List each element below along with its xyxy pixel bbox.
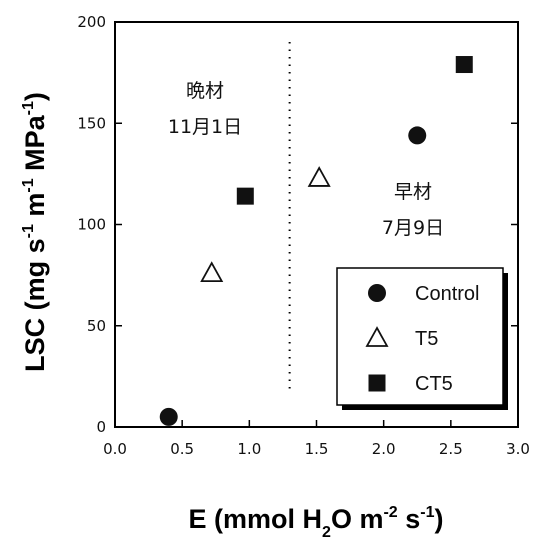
y-tick-label: 0 <box>96 418 106 436</box>
annotation-date: 7月9日 <box>382 217 444 239</box>
legend: Control T5 CT5 <box>336 267 508 410</box>
x-tick-label: 3.0 <box>506 440 530 458</box>
x-tick-label: 2.5 <box>439 440 463 458</box>
annotation-title: 晩材 <box>186 80 224 102</box>
legend-label-control: Control <box>415 283 479 305</box>
y-tick-label: 200 <box>77 13 106 31</box>
control-point <box>159 407 178 426</box>
x-tick-label: 1.0 <box>237 440 261 458</box>
y-axis-label: LSC (mg s-1 m-1 MPa-1) <box>20 92 50 372</box>
y-tick-label: 50 <box>87 317 106 335</box>
legend-marker-ct5 <box>368 374 386 392</box>
x-tick-label: 1.5 <box>305 440 329 458</box>
annotation-date: 11月1日 <box>168 116 242 138</box>
y-tick-label: 150 <box>77 114 106 132</box>
annotation-title: 早材 <box>394 181 432 203</box>
control-point <box>408 126 427 145</box>
ct5-point <box>455 56 473 74</box>
t5-point <box>200 261 224 283</box>
x-tick-label: 0.5 <box>170 440 194 458</box>
t5-point <box>307 166 331 187</box>
x-axis-label: E (mmol H2O m-2 s-1) <box>189 504 444 541</box>
data-points <box>159 56 473 426</box>
ct5-point <box>236 187 254 205</box>
legend-label-t5: T5 <box>415 328 438 350</box>
x-tick-label: 2.0 <box>372 440 396 458</box>
legend-marker-control <box>368 284 386 302</box>
legend-box <box>336 267 504 406</box>
y-tick-label: 100 <box>77 216 106 234</box>
legend-marker-t5 <box>365 326 389 347</box>
legend-label-ct5: CT5 <box>415 373 453 395</box>
axis-ticks: 0.0 0.5 1.0 1.5 2.0 2.5 3.0 0 50 100 150 200 <box>77 13 530 458</box>
x-tick-label: 0.0 <box>103 440 127 458</box>
